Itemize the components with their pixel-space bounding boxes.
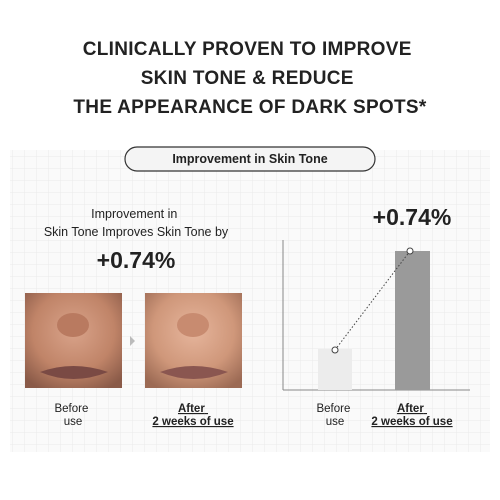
- left-result: +0.74%: [97, 247, 176, 273]
- headline: CLINICALLY PROVEN TO IMPROVE SKIN TONE &…: [73, 39, 427, 118]
- lips: [160, 366, 228, 379]
- nose: [57, 313, 89, 337]
- lips: [40, 366, 108, 379]
- label-line: After: [178, 403, 205, 415]
- left-before-label: Before use: [54, 403, 91, 428]
- label-line: Before: [316, 403, 350, 415]
- right-after-label: After 2 weeks of use: [371, 403, 452, 428]
- label-line: use: [326, 416, 345, 428]
- headline-line: SKIN TONE & REDUCE: [141, 68, 354, 89]
- headline-line: THE APPEARANCE OF DARK SPOTS*: [73, 97, 427, 118]
- label-line: After: [397, 403, 424, 415]
- caption-line: Skin Tone Improves Skin Tone by: [44, 225, 229, 239]
- trend-dot: [331, 346, 339, 354]
- before-bar: [318, 349, 352, 390]
- label-line: 2 weeks of use: [371, 416, 452, 428]
- right-before-label: Before use: [316, 403, 353, 428]
- label-line: use: [64, 416, 83, 428]
- caption-line: Improvement in: [91, 207, 177, 221]
- section-pill: [124, 146, 376, 172]
- headline-line: CLINICALLY PROVEN TO IMPROVE: [83, 39, 412, 60]
- nose: [177, 313, 209, 337]
- trend-dot: [406, 247, 414, 255]
- arrow: [130, 336, 135, 346]
- left-caption: Improvement in Skin Tone Improves Skin T…: [44, 207, 229, 239]
- label-line: Before: [54, 403, 88, 415]
- label-line: 2 weeks of use: [152, 416, 233, 428]
- after-bar: [395, 251, 430, 390]
- left-after-label: After 2 weeks of use: [152, 403, 233, 428]
- section-label: Improvement in Skin Tone: [172, 152, 327, 166]
- right-result: +0.74%: [373, 204, 452, 230]
